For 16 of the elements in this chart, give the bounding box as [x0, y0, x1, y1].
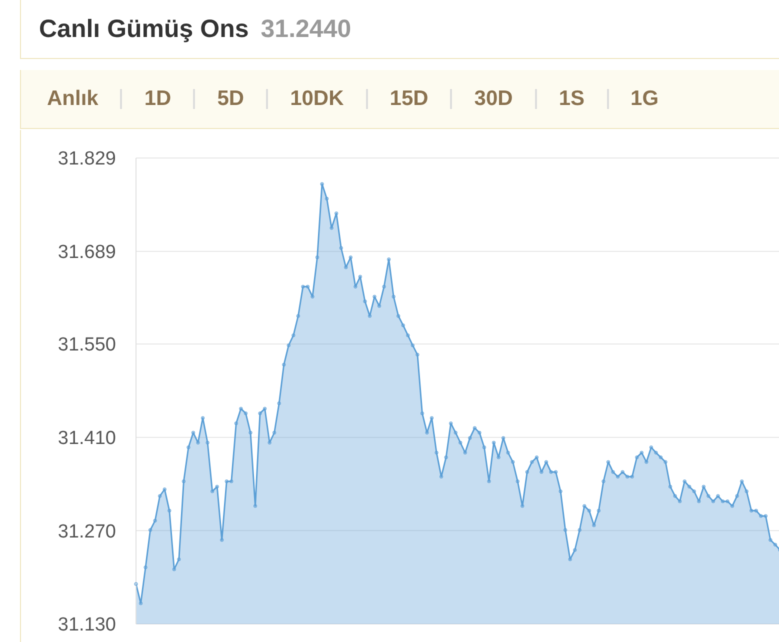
text: 1D [143, 86, 172, 112]
y-tick-label: 31.689 [58, 242, 116, 264]
y-tick-label: 31.130 [58, 614, 116, 636]
y-tick-label: 31.829 [58, 148, 116, 170]
chart-title: Canlı Gümüş Ons [39, 14, 249, 44]
text: Anlık [46, 86, 100, 112]
text: 1S [558, 86, 586, 112]
y-tick-label: 31.270 [58, 521, 116, 542]
y-tick-label: 31.550 [58, 334, 116, 356]
text: 10DK [289, 86, 345, 112]
chart-subtitle: 31.2440 [260, 14, 352, 44]
text: 1G [630, 86, 660, 112]
text: 5D [216, 86, 246, 112]
text: 15D [388, 86, 430, 112]
text: 30D [473, 86, 514, 112]
y-tick-label: 31.410 [58, 428, 116, 450]
